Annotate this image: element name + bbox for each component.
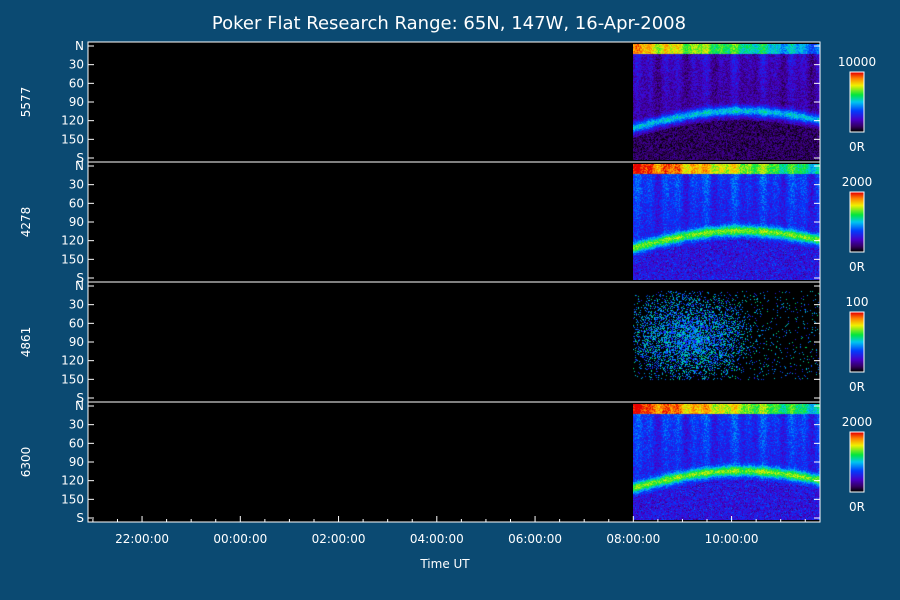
panels-layer: N 30 60 90 120 150 S 5577 10000 0R N 30 60 90 120 150 S 4…	[19, 39, 876, 525]
y-tick-label: 120	[61, 474, 84, 488]
panel-4861: N 30 60 90 120 150 S 4861 100 0R	[19, 279, 868, 405]
colorbar-6300	[850, 432, 864, 492]
colorbar-max-label: 2000	[842, 415, 873, 429]
x-tick-label: 04:00:00	[410, 532, 464, 546]
panel-label-5577: 5577	[19, 87, 33, 118]
y-tick-label: 150	[61, 132, 84, 146]
y-tick-label: S	[76, 151, 84, 165]
intensity-image-4861	[633, 284, 820, 400]
y-tick-label: 150	[61, 252, 84, 266]
y-tick-label: 90	[69, 95, 84, 109]
colorbar-min-label: 0R	[849, 260, 865, 274]
x-tick-label: 02:00:00	[312, 532, 366, 546]
x-axis-label: Time UT	[419, 557, 470, 571]
intensity-image-4278	[633, 164, 820, 280]
y-tick-label: 60	[69, 196, 84, 210]
panel-4278: N 30 60 90 120 150 S 4278 2000 0R	[19, 159, 872, 285]
colorbar-min-label: 0R	[849, 380, 865, 394]
y-tick-label: S	[76, 391, 84, 405]
colorbar-min-label: 0R	[849, 500, 865, 514]
panel-6300: N 30 60 90 120 150 S 6300 2000 0R	[19, 399, 872, 525]
y-tick-label: S	[76, 511, 84, 525]
colorbar-max-label: 2000	[842, 175, 873, 189]
y-tick-label: 120	[61, 234, 84, 248]
colorbar-4278	[850, 192, 864, 252]
colorbar-frame	[849, 431, 865, 493]
y-tick-label: 60	[69, 316, 84, 330]
y-tick-label: N	[75, 279, 84, 293]
y-tick-label: S	[76, 271, 84, 285]
y-tick-label: 120	[61, 114, 84, 128]
colorbar-frame	[849, 71, 865, 133]
colorbar-frame	[849, 191, 865, 253]
colorbar-frame	[849, 311, 865, 373]
y-tick-label: 90	[69, 455, 84, 469]
y-tick-label: 30	[69, 178, 84, 192]
y-tick-label: 90	[69, 335, 84, 349]
colorbar-4861	[850, 312, 864, 372]
x-tick-label: 08:00:00	[606, 532, 660, 546]
y-tick-label: 30	[69, 418, 84, 432]
colorbar-min-label: 0R	[849, 140, 865, 154]
panel-5577: N 30 60 90 120 150 S 5577 10000 0R	[19, 39, 876, 165]
x-tick-label: 22:00:00	[115, 532, 169, 546]
y-tick-label: N	[75, 399, 84, 413]
panel-label-4278: 4278	[19, 207, 33, 238]
y-tick-label: 30	[69, 58, 84, 72]
y-tick-label: N	[75, 159, 84, 173]
x-tick-label: 06:00:00	[508, 532, 562, 546]
x-tick-label: 10:00:00	[705, 532, 759, 546]
panel-label-6300: 6300	[19, 447, 33, 478]
y-tick-label: 30	[69, 298, 84, 312]
x-axis: 22:00:00 00:00:00 02:00:00 04:00:00 06:00:00…	[92, 516, 806, 546]
x-tick-label: 00:00:00	[213, 532, 267, 546]
panel-label-4861: 4861	[19, 327, 33, 358]
y-tick-label: 60	[69, 436, 84, 450]
colorbar-5577	[850, 72, 864, 132]
intensity-image-6300	[633, 404, 820, 520]
colorbar-max-label: 10000	[838, 55, 876, 69]
chart-title: Poker Flat Research Range: 65N, 147W, 16…	[212, 13, 686, 34]
intensity-image-5577	[633, 44, 820, 160]
y-tick-label: 150	[61, 492, 84, 506]
y-tick-label: 120	[61, 354, 84, 368]
y-tick-label: 60	[69, 76, 84, 90]
colorbar-max-label: 100	[846, 295, 869, 309]
y-tick-label: N	[75, 39, 84, 53]
y-tick-label: 90	[69, 215, 84, 229]
y-tick-label: 150	[61, 372, 84, 386]
